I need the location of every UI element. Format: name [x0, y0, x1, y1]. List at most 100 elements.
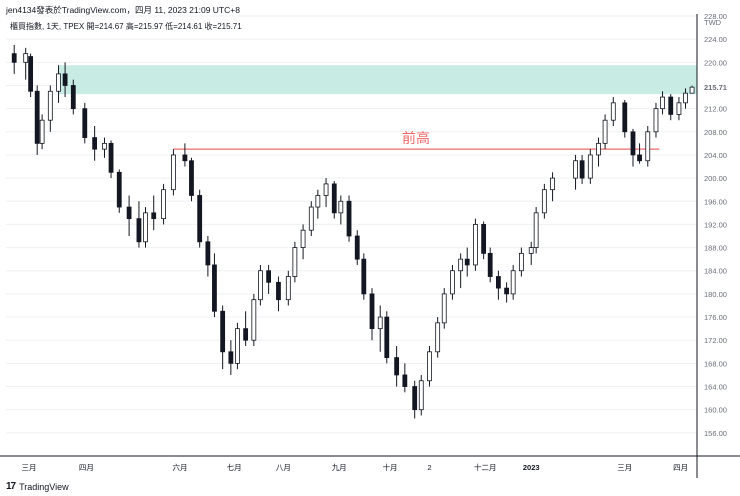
price-tick-label: 188.00 [704, 244, 727, 253]
candle [450, 264, 455, 300]
time-tick-label: 三月 [617, 463, 632, 472]
candle [189, 157, 194, 202]
candle [458, 253, 464, 289]
candle [300, 224, 306, 260]
candle [504, 282, 510, 303]
resistance-zone[interactable] [58, 65, 697, 95]
candle [518, 247, 524, 277]
candle [683, 88, 688, 109]
candle [102, 137, 107, 158]
time-tick-label: 四月 [79, 463, 94, 472]
tradingview-logo-icon: 17 [6, 481, 16, 492]
candle [473, 218, 478, 271]
candle [243, 311, 249, 346]
time-tick-label: 六月 [172, 462, 187, 472]
candle [528, 241, 534, 265]
candle [481, 221, 487, 260]
candle [92, 126, 98, 161]
price-tick-label: 200.00 [704, 174, 727, 183]
candle [402, 363, 408, 393]
candle [205, 236, 211, 277]
candle [56, 65, 61, 103]
candle [323, 178, 329, 208]
candle [62, 62, 68, 98]
candle [136, 201, 142, 248]
candle [602, 114, 608, 150]
time-tick-label: 十月 [383, 462, 398, 472]
candle [228, 340, 234, 375]
price-tick-label: 184.00 [704, 267, 727, 276]
candle [34, 85, 40, 155]
price-tick-label: 208.00 [704, 128, 727, 137]
price-axis[interactable]: 156.00 160.00 164.00 168.00 172.00 176.00 180.… [704, 12, 727, 438]
candle [143, 207, 148, 248]
candle [39, 114, 45, 150]
candle [212, 253, 217, 318]
candle [668, 94, 674, 121]
candle [660, 91, 665, 115]
candle [676, 97, 682, 121]
price-tick-label: 220.00 [704, 58, 727, 67]
candle [116, 169, 122, 213]
candle [622, 99, 628, 138]
candle [377, 305, 383, 352]
candle [28, 53, 34, 98]
candle [82, 102, 88, 144]
candle [276, 276, 281, 312]
candle [369, 288, 375, 341]
candle [346, 195, 352, 242]
time-axis[interactable]: 三月 四月 六月 七月 八月 九月 十月 2 十二月 2023 三月 四月 [21, 462, 688, 472]
time-tick-label: 四月 [673, 463, 688, 472]
candle [292, 241, 298, 283]
candle [70, 79, 76, 115]
candle [361, 253, 367, 300]
candle [427, 346, 432, 387]
candle [258, 264, 263, 306]
time-tick-label: 十二月 [474, 462, 497, 472]
candle [182, 143, 188, 167]
candle [653, 102, 659, 138]
time-tick-label: 2023 [523, 463, 540, 472]
price-tick-label: 176.00 [704, 313, 727, 322]
price-tick-label: 204.00 [704, 151, 727, 160]
candle [412, 380, 418, 419]
time-tick-label: 2 [427, 463, 431, 472]
publish-info: jen4134發表於TradingView.com，四月 11, 2023 21… [6, 5, 240, 15]
candle [637, 143, 642, 164]
last-price-label: 215.71 [698, 81, 736, 94]
candle [331, 181, 337, 219]
candle [235, 322, 240, 370]
symbol-legend: 櫃買指數, 1天, TPEX 開=214.67 高=215.97 低=214.6… [10, 22, 242, 31]
candle [171, 149, 176, 196]
candle [573, 154, 578, 190]
candle [533, 207, 539, 254]
candle [550, 172, 555, 202]
price-tick-label: 196.00 [704, 197, 727, 206]
time-tick-label: 七月 [227, 463, 242, 472]
price-tick-label: 160.00 [704, 406, 727, 415]
candle [161, 183, 166, 225]
time-tick-label: 九月 [332, 463, 347, 472]
price-tick-label: 228.00 [704, 12, 727, 21]
candle [394, 346, 400, 387]
candle [435, 317, 441, 358]
svg-text:215.71: 215.71 [704, 83, 727, 92]
candle [487, 247, 493, 283]
candle [464, 247, 470, 277]
candle [495, 270, 501, 300]
candle [596, 137, 601, 167]
currency-label: TWD [704, 18, 722, 27]
tradingview-footer[interactable]: 17 TradingView [6, 481, 69, 492]
candle [151, 195, 157, 231]
candle [338, 195, 344, 225]
price-tick-label: 168.00 [704, 359, 727, 368]
candle [197, 189, 203, 248]
time-tick-label: 八月 [276, 463, 291, 472]
candle [126, 195, 132, 236]
candle [315, 189, 321, 219]
price-tick-label: 224.00 [704, 35, 727, 44]
candle [510, 264, 516, 300]
candle [220, 305, 226, 370]
candle [541, 183, 547, 219]
